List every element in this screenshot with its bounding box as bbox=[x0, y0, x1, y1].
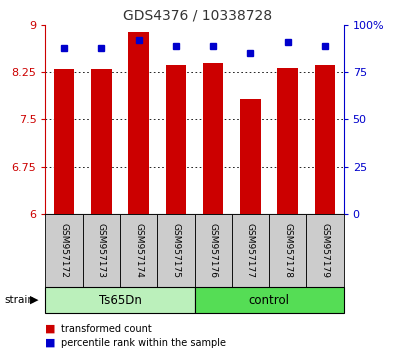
Bar bbox=[194, 287, 344, 313]
Text: GSM957176: GSM957176 bbox=[209, 223, 218, 278]
Text: percentile rank within the sample: percentile rank within the sample bbox=[61, 338, 226, 348]
Text: GSM957172: GSM957172 bbox=[60, 223, 69, 278]
Bar bbox=[83, 214, 120, 287]
Bar bbox=[203, 63, 224, 214]
Text: ■: ■ bbox=[45, 338, 56, 348]
Text: GSM957175: GSM957175 bbox=[171, 223, 181, 278]
Bar bbox=[54, 69, 74, 214]
Text: GSM957173: GSM957173 bbox=[97, 223, 106, 278]
Bar bbox=[315, 65, 335, 214]
Bar bbox=[307, 214, 344, 287]
Bar bbox=[277, 68, 298, 214]
Text: GSM957179: GSM957179 bbox=[320, 223, 329, 278]
Text: ■: ■ bbox=[45, 324, 56, 333]
Bar bbox=[45, 214, 83, 287]
Text: control: control bbox=[248, 293, 290, 307]
Text: strain: strain bbox=[4, 295, 34, 305]
Bar bbox=[128, 32, 149, 214]
Bar bbox=[157, 214, 194, 287]
Text: GSM957174: GSM957174 bbox=[134, 223, 143, 278]
Bar bbox=[269, 214, 307, 287]
Text: GDS4376 / 10338728: GDS4376 / 10338728 bbox=[123, 9, 272, 23]
Bar bbox=[45, 287, 194, 313]
Text: transformed count: transformed count bbox=[61, 324, 152, 333]
Text: ▶: ▶ bbox=[30, 295, 38, 305]
Text: GSM957177: GSM957177 bbox=[246, 223, 255, 278]
Bar bbox=[166, 65, 186, 214]
Text: GSM957178: GSM957178 bbox=[283, 223, 292, 278]
Bar bbox=[240, 99, 261, 214]
Text: Ts65Dn: Ts65Dn bbox=[98, 293, 141, 307]
Bar bbox=[120, 214, 157, 287]
Bar bbox=[194, 214, 232, 287]
Bar bbox=[232, 214, 269, 287]
Bar bbox=[91, 69, 112, 214]
